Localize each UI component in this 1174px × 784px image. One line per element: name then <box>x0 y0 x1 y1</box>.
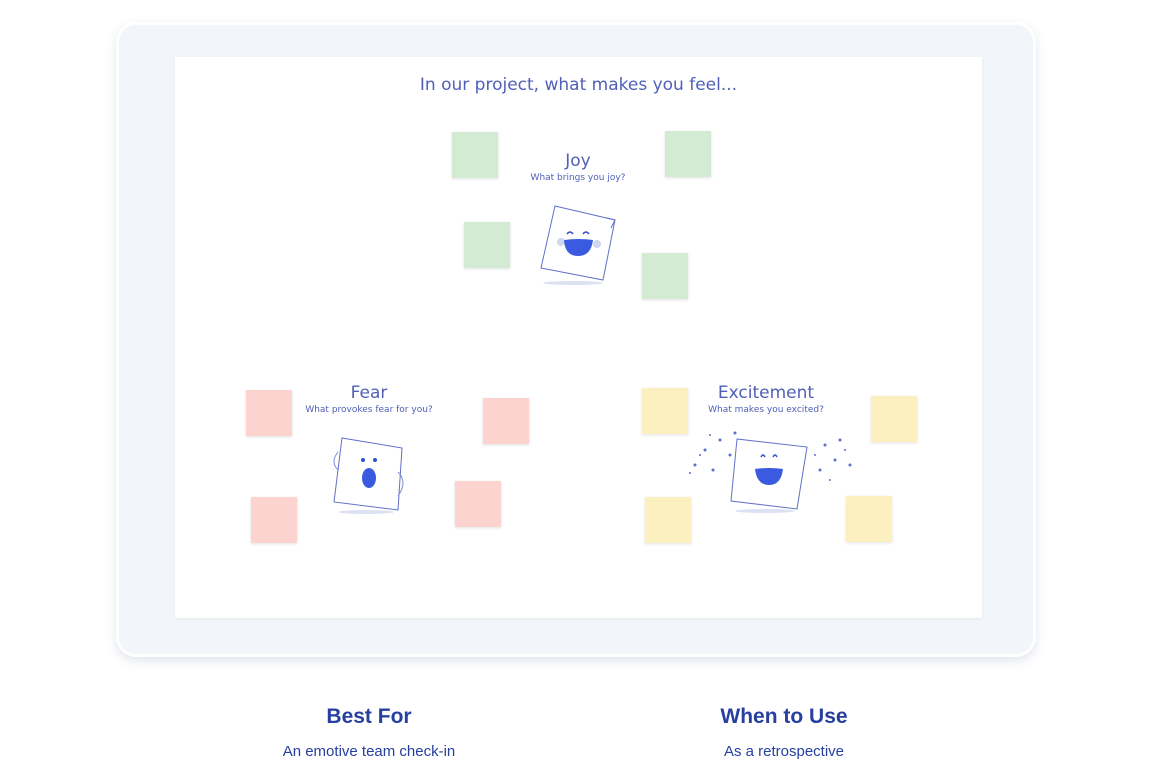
category-title: Joy <box>565 151 591 171</box>
category-prompt: What brings you joy? <box>530 173 626 183</box>
sticky-note[interactable] <box>251 497 297 543</box>
category-fear: Fear What provokes fear for you? <box>269 383 469 415</box>
sticky-note[interactable] <box>846 496 892 542</box>
when-to-use-section: When to Use As a retrospective <box>634 705 934 760</box>
when-to-use-heading: When to Use <box>720 705 848 728</box>
sticky-note[interactable] <box>642 388 688 434</box>
category-title: Excitement <box>717 383 815 403</box>
sticky-note[interactable] <box>455 481 501 527</box>
sticky-note[interactable] <box>665 131 711 177</box>
board-title: In our project, what makes you feel... <box>419 75 738 95</box>
sticky-note[interactable] <box>464 222 510 268</box>
category-joy: Joy What brings you joy? <box>478 151 678 183</box>
sticky-note[interactable] <box>642 253 688 299</box>
best-for-heading: Best For <box>326 705 412 728</box>
when-to-use-text: As a retrospective <box>723 743 845 760</box>
sticky-note[interactable] <box>483 398 529 444</box>
category-prompt: What provokes fear for you? <box>305 405 433 415</box>
category-prompt: What makes you excited? <box>708 405 824 415</box>
joy-character-icon <box>540 205 616 285</box>
sticky-note[interactable] <box>871 396 917 442</box>
sticky-note[interactable] <box>452 132 498 178</box>
sticky-note[interactable] <box>246 390 292 436</box>
best-for-section: Best For An emotive team check-in <box>219 705 519 760</box>
fear-character-icon <box>333 437 404 514</box>
sticky-note[interactable] <box>645 497 691 543</box>
category-title: Fear <box>350 383 388 403</box>
excitement-character-icon <box>689 431 852 513</box>
category-excitement: Excitement What makes you excited? <box>666 383 866 415</box>
best-for-text: An emotive team check-in <box>282 743 456 760</box>
